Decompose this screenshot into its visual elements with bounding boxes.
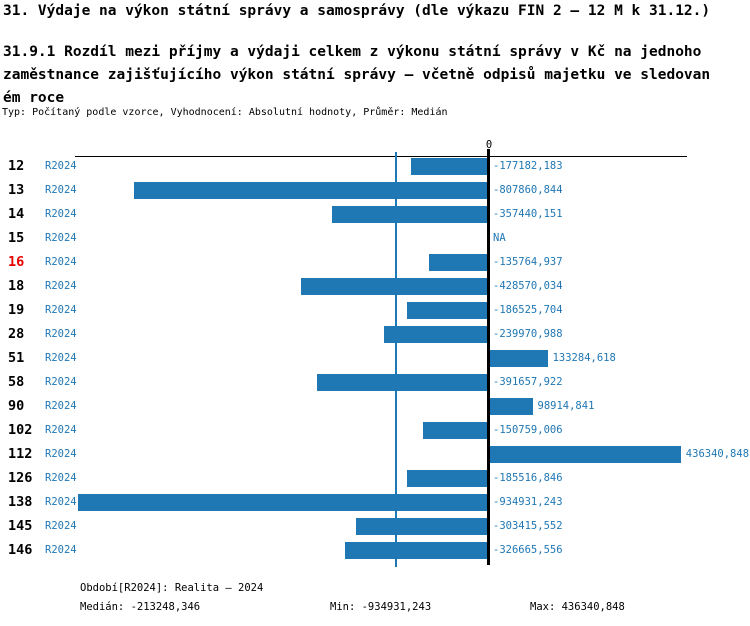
row-series-label: R2024 — [45, 424, 77, 436]
value-label: -185516,846 — [493, 472, 563, 484]
value-label: -807860,844 — [493, 184, 563, 196]
value-bar — [407, 302, 489, 319]
row-series-label: R2024 — [45, 496, 77, 508]
page-title: 31. Výdaje na výkon státní správy a samo… — [3, 3, 711, 19]
row-series-label: R2024 — [45, 328, 77, 340]
row-series-label: R2024 — [45, 208, 77, 220]
value-label: -303415,552 — [493, 520, 563, 532]
subtitle-line-1: 31.9.1 Rozdíl mezi příjmy a výdaji celke… — [3, 44, 702, 60]
value-bar — [422, 422, 489, 439]
chart-row: 126 R2024 -185516,846 — [0, 470, 750, 487]
row-category-label: 90 — [8, 398, 25, 414]
row-category-label: 13 — [8, 182, 25, 198]
value-label: -326665,556 — [493, 544, 563, 556]
row-category-label: 51 — [8, 350, 25, 366]
chart-row: 102 R2024 -150759,006 — [0, 422, 750, 439]
value-bar — [78, 494, 489, 511]
value-bar — [383, 326, 489, 343]
value-bar — [331, 206, 489, 223]
row-series-label: R2024 — [45, 304, 77, 316]
value-label: 436340,848 — [685, 448, 750, 460]
value-label: -186525,704 — [493, 304, 563, 316]
zero-tick-label: 0 — [485, 139, 493, 151]
row-category-label: 138 — [8, 494, 33, 510]
chart-row: 16 R2024 -135764,937 — [0, 254, 750, 271]
value-label: -135764,937 — [493, 256, 563, 268]
value-bar — [489, 446, 681, 463]
subtitle-line-2: zaměstnance zajišťujícího výkon státní s… — [3, 67, 711, 83]
row-category-label: 16 — [8, 254, 25, 270]
value-label: 98914,841 — [537, 400, 595, 412]
value-bar — [411, 158, 489, 175]
footer-period: Období[R2024]: Realita – 2024 — [80, 582, 264, 594]
row-series-label: R2024 — [45, 280, 77, 292]
chart-row: 145 R2024 -303415,552 — [0, 518, 750, 535]
value-bar — [300, 278, 489, 295]
row-category-label: 112 — [8, 446, 33, 462]
value-label: -177182,183 — [493, 160, 563, 172]
value-bar — [345, 542, 489, 559]
row-category-label: 145 — [8, 518, 33, 534]
value-bar — [407, 470, 489, 487]
row-category-label: 19 — [8, 302, 25, 318]
row-category-label: 146 — [8, 542, 33, 558]
chart-row: 14 R2024 -357440,151 — [0, 206, 750, 223]
value-label: -934931,243 — [493, 496, 563, 508]
row-category-label: 102 — [8, 422, 33, 438]
chart-row: 15 R2024 NA — [0, 230, 750, 247]
row-series-label: R2024 — [45, 160, 77, 172]
value-label: NA — [493, 232, 506, 244]
value-label: -428570,034 — [493, 280, 563, 292]
zero-axis-line — [487, 149, 490, 565]
value-bar — [133, 182, 489, 199]
row-series-label: R2024 — [45, 400, 77, 412]
footer-min: Min: -934931,243 — [330, 601, 432, 613]
chart-meta-info: Typ: Počítaný podle vzorce, Vyhodnocení:… — [2, 107, 448, 118]
row-series-label: R2024 — [45, 472, 77, 484]
row-category-label: 58 — [8, 374, 25, 390]
row-series-label: R2024 — [45, 520, 77, 532]
row-series-label: R2024 — [45, 448, 77, 460]
value-label: -150759,006 — [493, 424, 563, 436]
row-series-label: R2024 — [45, 256, 77, 268]
value-label: -239970,988 — [493, 328, 563, 340]
row-category-label: 126 — [8, 470, 33, 486]
chart-row: 112 R2024 436340,848 — [0, 446, 750, 463]
chart-row: 90 R2024 98914,841 — [0, 398, 750, 415]
chart-row: 18 R2024 -428570,034 — [0, 278, 750, 295]
row-series-label: R2024 — [45, 352, 77, 364]
row-category-label: 14 — [8, 206, 25, 222]
chart-row: 138 R2024 -934931,243 — [0, 494, 750, 511]
row-series-label: R2024 — [45, 184, 77, 196]
chart-row: 19 R2024 -186525,704 — [0, 302, 750, 319]
footer-max: Max: 436340,848 — [530, 601, 625, 613]
median-line — [395, 152, 398, 567]
row-category-label: 15 — [8, 230, 25, 246]
value-label: 133284,618 — [552, 352, 616, 364]
value-bar — [316, 374, 489, 391]
chart-row: 12 R2024 -177182,183 — [0, 158, 750, 175]
chart-row: 146 R2024 -326665,556 — [0, 542, 750, 559]
row-series-label: R2024 — [45, 376, 77, 388]
value-bar — [489, 350, 548, 367]
value-bar — [489, 398, 533, 415]
value-label: -357440,151 — [493, 208, 563, 220]
value-bar — [355, 518, 489, 535]
chart-row: 13 R2024 -807860,844 — [0, 182, 750, 199]
chart-row: 58 R2024 -391657,922 — [0, 374, 750, 391]
footer-median: Medián: -213248,346 — [80, 601, 201, 613]
row-series-label: R2024 — [45, 232, 77, 244]
row-category-label: 12 — [8, 158, 25, 174]
subtitle-line-3: ém roce — [3, 90, 65, 106]
row-category-label: 28 — [8, 326, 25, 342]
chart-row: 51 R2024 133284,618 — [0, 350, 750, 367]
value-bar — [429, 254, 489, 271]
value-label: -391657,922 — [493, 376, 563, 388]
chart-row: 28 R2024 -239970,988 — [0, 326, 750, 343]
row-category-label: 18 — [8, 278, 25, 294]
row-series-label: R2024 — [45, 544, 77, 556]
top-axis-line — [75, 156, 687, 157]
